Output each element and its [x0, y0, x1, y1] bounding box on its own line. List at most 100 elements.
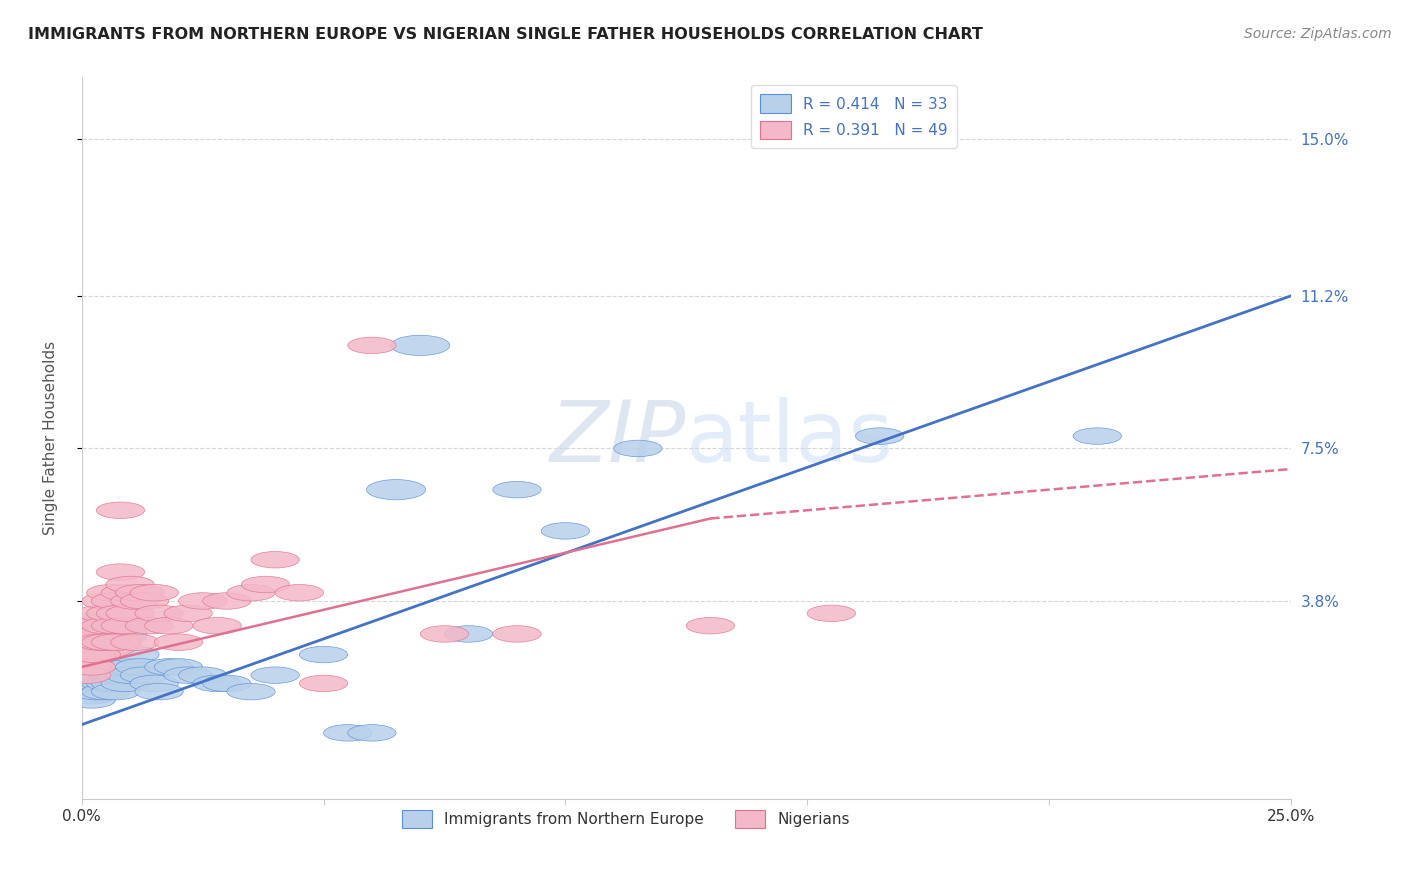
Ellipse shape	[67, 691, 115, 708]
Ellipse shape	[77, 605, 125, 622]
Ellipse shape	[91, 675, 139, 691]
Ellipse shape	[367, 480, 426, 500]
Ellipse shape	[391, 335, 450, 356]
Ellipse shape	[855, 428, 904, 444]
Ellipse shape	[77, 675, 125, 691]
Ellipse shape	[87, 584, 135, 601]
Ellipse shape	[77, 634, 125, 650]
Ellipse shape	[67, 658, 115, 675]
Ellipse shape	[77, 658, 125, 675]
Ellipse shape	[242, 576, 290, 592]
Ellipse shape	[111, 647, 159, 663]
Ellipse shape	[193, 617, 242, 634]
Ellipse shape	[91, 617, 139, 634]
Ellipse shape	[72, 634, 121, 650]
Ellipse shape	[145, 617, 193, 634]
Ellipse shape	[105, 658, 155, 675]
Ellipse shape	[226, 584, 276, 601]
Ellipse shape	[67, 647, 115, 663]
Ellipse shape	[276, 584, 323, 601]
Ellipse shape	[492, 482, 541, 498]
Ellipse shape	[67, 625, 115, 642]
Ellipse shape	[252, 667, 299, 683]
Ellipse shape	[111, 592, 159, 609]
Ellipse shape	[1073, 428, 1122, 444]
Ellipse shape	[62, 667, 111, 683]
Ellipse shape	[179, 667, 226, 683]
Ellipse shape	[82, 683, 131, 700]
Ellipse shape	[91, 592, 139, 609]
Ellipse shape	[165, 667, 212, 683]
Ellipse shape	[87, 605, 135, 622]
Ellipse shape	[202, 675, 252, 691]
Ellipse shape	[67, 688, 115, 704]
Ellipse shape	[347, 724, 396, 741]
Ellipse shape	[193, 675, 242, 691]
Ellipse shape	[121, 592, 169, 609]
Ellipse shape	[105, 605, 155, 622]
Ellipse shape	[202, 592, 252, 609]
Ellipse shape	[77, 625, 125, 642]
Ellipse shape	[77, 667, 125, 683]
Ellipse shape	[145, 658, 193, 675]
Ellipse shape	[91, 634, 139, 650]
Ellipse shape	[105, 576, 155, 592]
Ellipse shape	[96, 658, 145, 675]
Ellipse shape	[91, 667, 139, 683]
Ellipse shape	[91, 683, 139, 700]
Ellipse shape	[155, 634, 202, 650]
Ellipse shape	[420, 625, 468, 642]
Ellipse shape	[111, 634, 159, 650]
Ellipse shape	[72, 683, 121, 700]
Text: Source: ZipAtlas.com: Source: ZipAtlas.com	[1244, 27, 1392, 41]
Ellipse shape	[62, 658, 111, 675]
Text: ZIP: ZIP	[550, 397, 686, 480]
Text: atlas: atlas	[686, 397, 894, 480]
Ellipse shape	[96, 564, 145, 581]
Ellipse shape	[135, 605, 183, 622]
Ellipse shape	[82, 617, 131, 634]
Ellipse shape	[32, 624, 141, 661]
Ellipse shape	[299, 647, 347, 663]
Ellipse shape	[72, 647, 121, 663]
Ellipse shape	[96, 667, 145, 683]
Ellipse shape	[72, 675, 121, 691]
Ellipse shape	[27, 614, 148, 655]
Ellipse shape	[179, 592, 226, 609]
Ellipse shape	[87, 658, 135, 675]
Ellipse shape	[96, 502, 145, 518]
Ellipse shape	[101, 584, 149, 601]
Ellipse shape	[252, 551, 299, 568]
Ellipse shape	[299, 675, 347, 691]
Ellipse shape	[165, 605, 212, 622]
Ellipse shape	[101, 675, 149, 691]
Ellipse shape	[72, 617, 121, 634]
Ellipse shape	[96, 605, 145, 622]
Ellipse shape	[323, 724, 373, 741]
Ellipse shape	[347, 337, 396, 353]
Ellipse shape	[131, 584, 179, 601]
Ellipse shape	[82, 634, 131, 650]
Ellipse shape	[67, 675, 115, 691]
Ellipse shape	[87, 675, 135, 691]
Ellipse shape	[613, 440, 662, 457]
Ellipse shape	[121, 667, 169, 683]
Ellipse shape	[105, 667, 155, 683]
Ellipse shape	[492, 625, 541, 642]
Ellipse shape	[115, 658, 165, 675]
Ellipse shape	[82, 592, 131, 609]
Text: IMMIGRANTS FROM NORTHERN EUROPE VS NIGERIAN SINGLE FATHER HOUSEHOLDS CORRELATION: IMMIGRANTS FROM NORTHERN EUROPE VS NIGER…	[28, 27, 983, 42]
Ellipse shape	[82, 675, 131, 691]
Ellipse shape	[125, 617, 173, 634]
Y-axis label: Single Father Households: Single Father Households	[44, 341, 58, 535]
Ellipse shape	[807, 605, 855, 622]
Ellipse shape	[101, 658, 149, 675]
Legend: Immigrants from Northern Europe, Nigerians: Immigrants from Northern Europe, Nigeria…	[395, 804, 856, 835]
Ellipse shape	[131, 675, 179, 691]
Ellipse shape	[72, 667, 121, 683]
Ellipse shape	[115, 584, 165, 601]
Ellipse shape	[686, 617, 734, 634]
Ellipse shape	[226, 683, 276, 700]
Ellipse shape	[101, 617, 149, 634]
Ellipse shape	[62, 658, 111, 675]
